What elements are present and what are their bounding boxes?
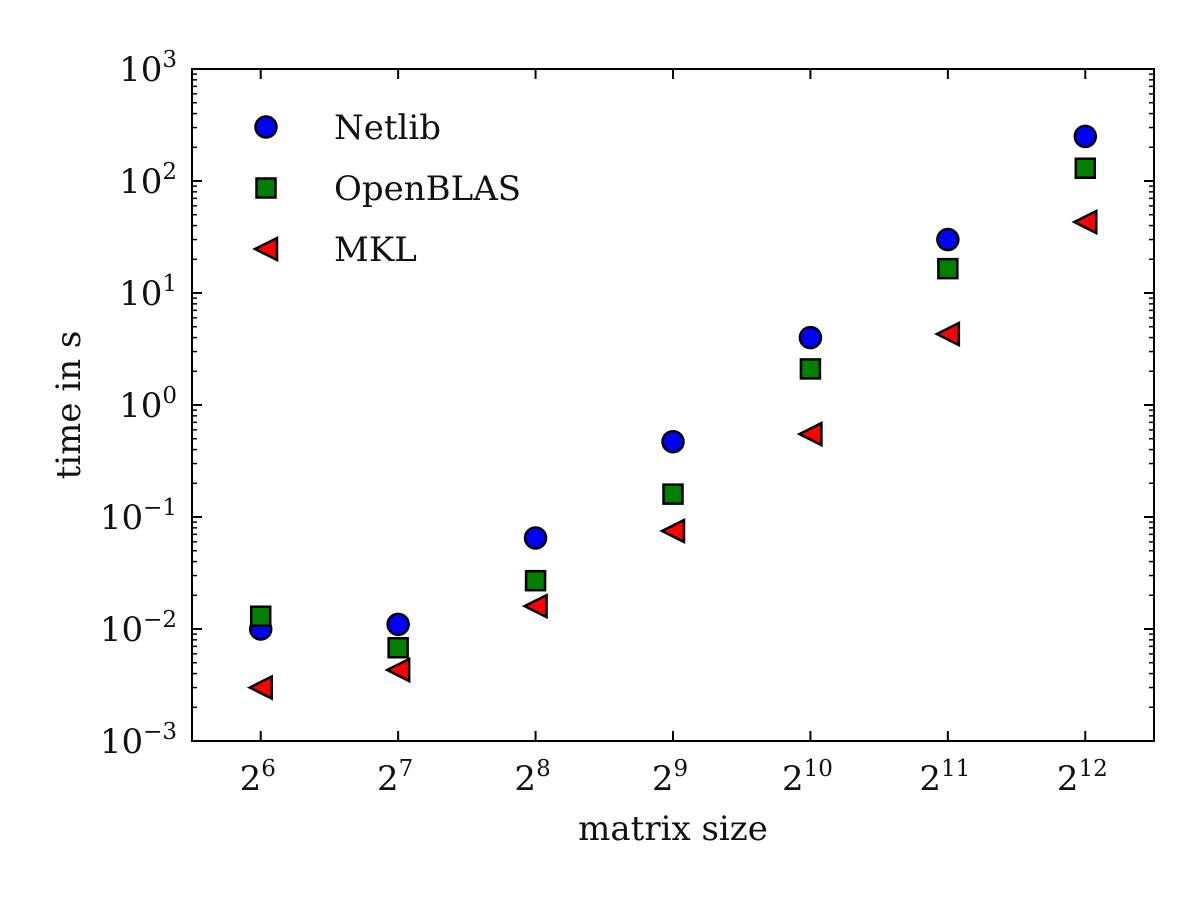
x-tick-label: 212 [1057, 756, 1108, 799]
x-tick-label: 26 [240, 756, 276, 799]
legend-marker-openblas [255, 177, 277, 199]
legend-label-openblas: OpenBLAS [334, 169, 521, 209]
y-tick-labels: 10−3 10−2 10−1 100 101 102 103 [100, 47, 177, 762]
marker-netlib [1073, 124, 1098, 149]
x-tick-label: 29 [652, 756, 688, 799]
plot-frame [191, 68, 1155, 742]
y-tick-label: 101 [119, 271, 177, 314]
marker-openblas [387, 637, 409, 659]
marker-mkl [796, 421, 823, 448]
x-tick-label: 28 [514, 756, 550, 799]
marker-mkl [246, 674, 273, 701]
legend-marker-netlib [254, 115, 278, 139]
marker-netlib [798, 325, 823, 350]
x-tick-label: 27 [377, 756, 413, 799]
y-tick-label: 102 [119, 159, 177, 202]
marker-openblas [799, 358, 822, 380]
marker-mkl [384, 657, 411, 684]
marker-openblas [1074, 157, 1097, 179]
marker-netlib [386, 612, 410, 637]
legend-label-netlib: Netlib [334, 108, 441, 148]
marker-mkl [521, 593, 548, 620]
marker-netlib [661, 429, 685, 454]
marker-openblas [249, 605, 272, 627]
x-tick-labels: 26 27 28 29 210 211 212 [240, 756, 1108, 799]
y-axis-label: time in s [49, 331, 89, 480]
marker-openblas [524, 569, 547, 592]
legend-label-mkl: MKL [334, 230, 417, 270]
marker-netlib [936, 227, 960, 252]
legend-marker-mkl [252, 235, 279, 263]
legend: Netlib OpenBLAS MKL [252, 108, 521, 270]
y-tick-label: 100 [119, 383, 177, 426]
marker-mkl [934, 321, 961, 348]
marker-openblas [937, 257, 959, 280]
y-tick-label: 103 [119, 47, 177, 90]
y-tick-label: 10−2 [100, 607, 177, 650]
y-tick-label: 10−3 [100, 719, 177, 762]
x-tick-label: 210 [782, 756, 833, 799]
marker-mkl [1071, 209, 1098, 236]
y-tick-label: 10−1 [100, 495, 177, 538]
data-markers [246, 124, 1098, 701]
marker-netlib [523, 526, 548, 550]
x-axis-label: matrix size [578, 809, 768, 849]
plot-area [192, 69, 1154, 741]
marker-openblas [662, 483, 684, 505]
x-tick-label: 211 [919, 756, 970, 799]
major-ticks [192, 68, 1154, 742]
marker-mkl [659, 517, 686, 545]
